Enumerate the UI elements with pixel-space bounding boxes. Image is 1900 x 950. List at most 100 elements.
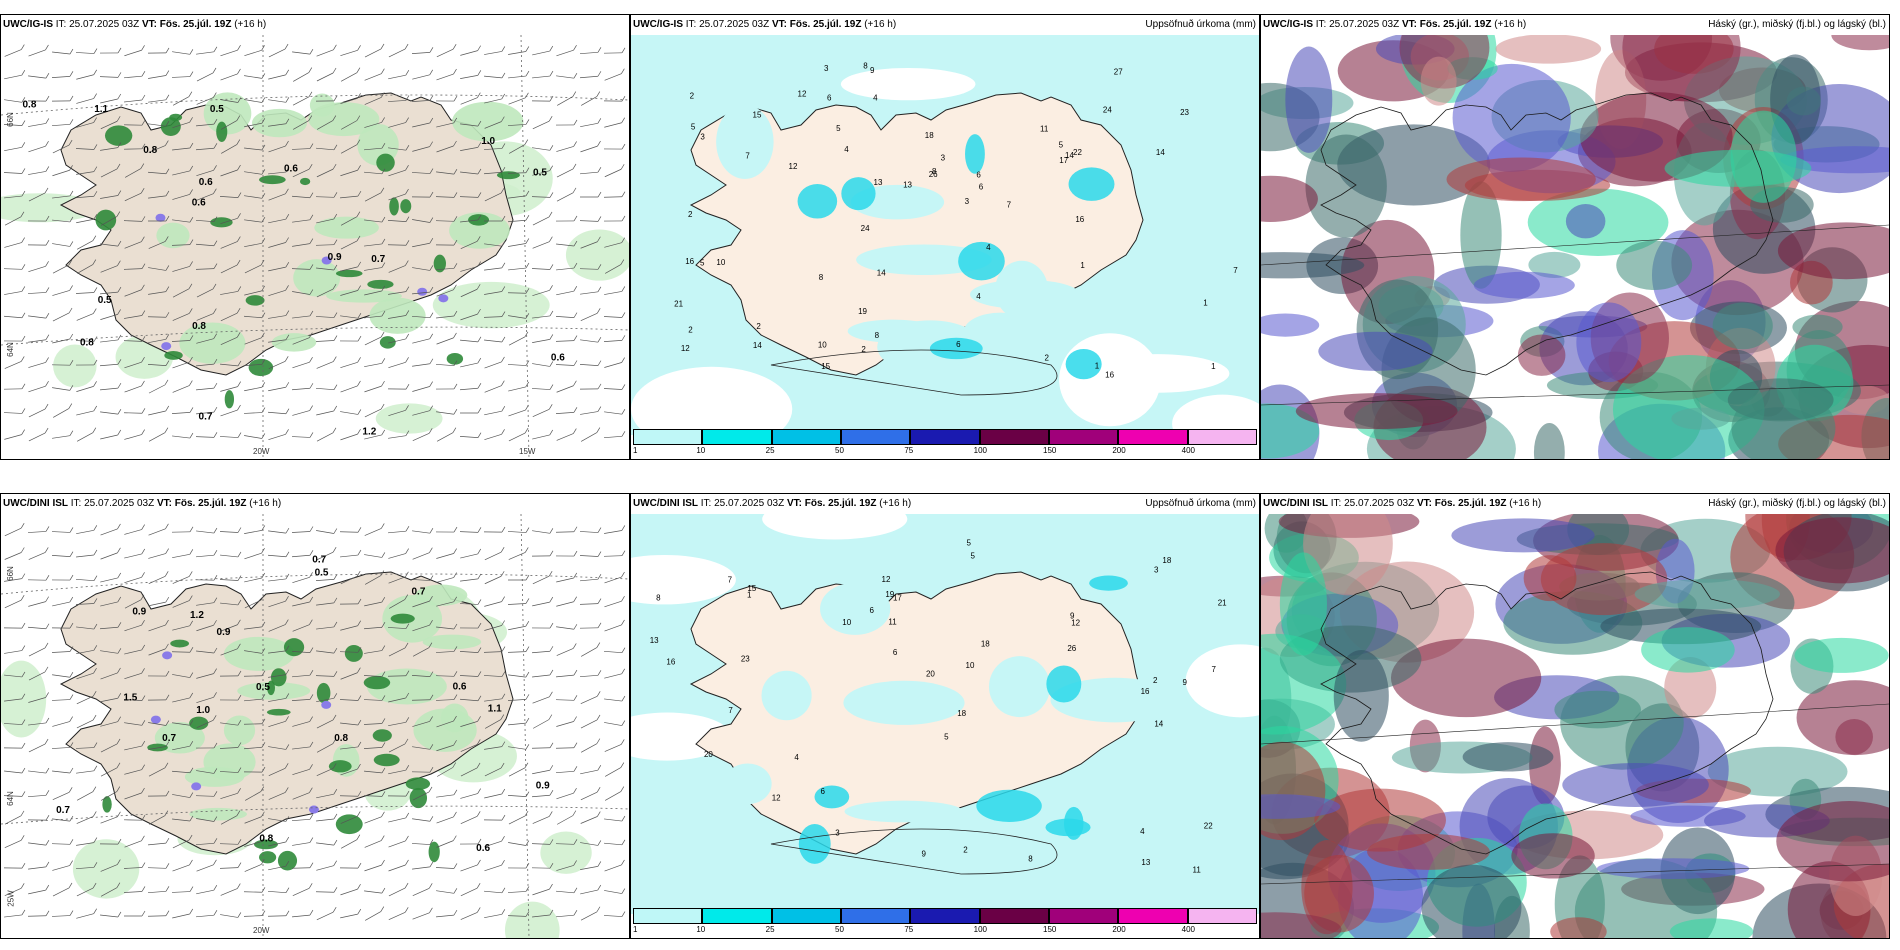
rain-label: 0.6: [284, 164, 298, 175]
precip-value: 21: [674, 299, 683, 308]
colorbar-swatch: [1118, 908, 1188, 924]
rain-label: 0.7: [199, 411, 213, 422]
precip-value: 21: [1218, 599, 1227, 608]
colorbar-label: 10: [696, 925, 706, 934]
colorbar-swatch: [771, 429, 841, 445]
precip-value: 2: [688, 325, 693, 334]
colorbar-label: 150: [1043, 446, 1057, 455]
precip-value: 2: [688, 210, 693, 219]
rain-label: 0.6: [192, 197, 206, 208]
precip-value: 13: [903, 180, 912, 189]
precip-value: 2: [963, 845, 968, 854]
colorbar-label: 10: [696, 446, 706, 455]
rain-label: 0.7: [412, 586, 426, 597]
precip-value: 6: [827, 94, 832, 103]
precip-value: 7: [1211, 665, 1216, 674]
precip-value: 2: [756, 322, 761, 331]
rain-label: 0.5: [315, 567, 329, 578]
lon-label: 15W: [519, 447, 536, 456]
precip-value: 8: [656, 594, 661, 603]
precip-value: 14: [1156, 148, 1165, 157]
precip-value: 26: [1067, 644, 1076, 653]
colorbar-swatch: [841, 908, 911, 924]
panel-header: UWC/DINI ISL IT: 25.07.2025 03Z VT: Fös.…: [1261, 494, 1889, 514]
precip-value: 1: [747, 591, 752, 600]
precip-value: 14: [1065, 151, 1074, 160]
precip-value: 7: [1007, 200, 1012, 209]
precip-value: 20: [704, 750, 713, 759]
colorbar-swatch: [841, 429, 911, 445]
precip-value: 19: [858, 307, 867, 316]
rain-label: 0.9: [536, 781, 550, 792]
precip-value: 8: [1028, 855, 1033, 864]
rain-label: 0.7: [162, 733, 176, 744]
precip-value: 4: [794, 753, 799, 762]
precip-value: 5: [691, 123, 696, 132]
rain-label: 1.1: [94, 104, 108, 115]
colorbar-swatch: [979, 908, 1049, 924]
rain-label: 1.5: [123, 693, 137, 704]
precip-value: 13: [1141, 858, 1150, 867]
rain-label: 0.9: [328, 252, 342, 263]
precip-value: 18: [925, 131, 934, 140]
precip-value: 26: [929, 170, 938, 179]
precip-value: 19: [885, 590, 894, 599]
precip-map: 8791249131819161035126201811221415651627…: [631, 514, 1259, 938]
precip-value: 5: [944, 733, 949, 742]
colorbar-swatch: [910, 429, 980, 445]
precip-value: 10: [716, 258, 725, 267]
panel-cloud-top: UWC/IG-IS IT: 25.07.2025 03Z VT: Fös. 25…: [1260, 14, 1890, 460]
rain-label: 0.8: [22, 100, 36, 111]
precip-value: 8: [875, 331, 880, 340]
colorbar-swatch: [1049, 429, 1119, 445]
rain-label: 0.5: [210, 104, 224, 115]
panel-header: UWC/IG-IS IT: 25.07.2025 03Z VT: Fös. 25…: [631, 15, 1259, 35]
precip-value: 3: [941, 153, 946, 162]
precip-value: 13: [650, 636, 659, 645]
rain-label: 0.7: [312, 554, 326, 565]
precip-value: 16: [666, 658, 675, 667]
precip-value: 2: [690, 91, 695, 100]
colorbar-swatch: [979, 429, 1049, 445]
precip-map: 5216133671382121514137165142316102714156…: [631, 35, 1259, 459]
colorbar-label: 25: [765, 446, 775, 455]
panel-wind-top: UWC/IG-IS IT: 25.07.2025 03Z VT: Fös. 25…: [0, 14, 630, 460]
precip-value: 5: [836, 124, 841, 133]
rain-label: 0.8: [80, 337, 94, 348]
lat-label: 64N: [5, 791, 15, 806]
panel-header: UWC/DINI ISL IT: 25.07.2025 03Z VT: Fös.…: [631, 494, 1259, 514]
precip-value: 3: [1154, 566, 1159, 575]
rain-label: 0.7: [371, 254, 385, 265]
colorbar-swatch: [633, 429, 703, 445]
colorbar-label: 75: [904, 925, 914, 934]
precip-value: 10: [966, 661, 975, 670]
lat-label: 64N: [5, 342, 15, 357]
precip-value: 5: [967, 539, 972, 548]
precip-value: 22: [1204, 821, 1213, 830]
precip-value: 12: [789, 162, 798, 171]
cloud-map: [1261, 514, 1889, 938]
precip-value: 2: [1153, 676, 1158, 685]
rain-label: 0.5: [98, 295, 112, 306]
rain-label: 0.9: [217, 627, 231, 638]
precip-value: 12: [681, 344, 690, 353]
colorbar-swatch: [702, 429, 772, 445]
colorbar-swatch: [1118, 429, 1188, 445]
precip-value: 9: [922, 850, 927, 859]
cloud-map: [1261, 35, 1889, 459]
precip-value: 12: [798, 89, 807, 98]
rain-label: 0.7: [56, 805, 70, 816]
rain-label: 1.2: [190, 610, 204, 621]
precip-value: 1: [1203, 298, 1208, 307]
precip-value: 5: [1059, 140, 1064, 149]
precip-value: 6: [893, 648, 898, 657]
colorbar-swatch: [771, 908, 841, 924]
panel-cloud-bottom: UWC/DINI ISL IT: 25.07.2025 03Z VT: Fös.…: [1260, 493, 1890, 939]
lon-label: 25W: [6, 890, 16, 907]
colorbar-swatch: [702, 908, 772, 924]
precip-value: 10: [818, 341, 827, 350]
rain-label: 0.8: [192, 321, 206, 332]
precip-value: 1: [1080, 261, 1085, 270]
colorbar-label: 100: [973, 925, 988, 934]
colorbar-label: 50: [835, 925, 844, 934]
